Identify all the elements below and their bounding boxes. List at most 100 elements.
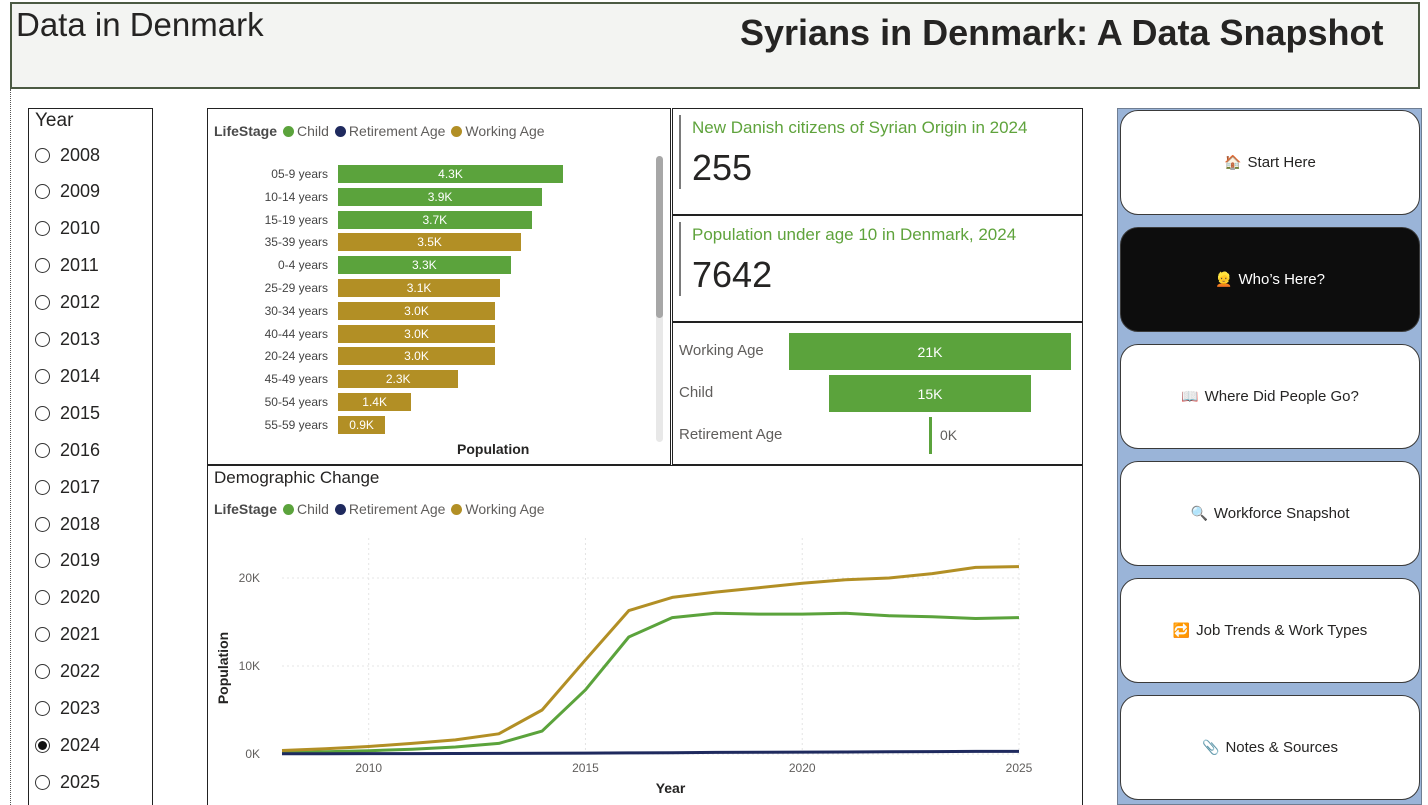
x-tick-label: 2025 — [1006, 761, 1033, 775]
bar-20-24-years[interactable]: 3.0K — [338, 347, 495, 366]
radio-button[interactable] — [35, 368, 50, 384]
year-option-2018[interactable]: 2018 — [35, 511, 100, 537]
kpi-value: 255 — [692, 147, 753, 188]
legend-dot-retirement — [334, 503, 346, 515]
line-chart-plot: 0K 10K 20K 2010 2015 2020 2025 Year Population — [215, 538, 1033, 796]
x-axis-title: Year — [656, 780, 686, 796]
year-label: 2012 — [60, 292, 101, 313]
house-icon: 🏠 — [1224, 154, 1242, 170]
legend-item-working[interactable]: Working Age — [451, 501, 545, 517]
radio-button[interactable] — [35, 737, 50, 753]
line-chart-title: Demographic Change — [214, 468, 380, 487]
year-option-2024[interactable]: 2024 — [35, 732, 100, 758]
bar-45-49-years[interactable]: 2.3K — [338, 370, 459, 389]
bar-category-label: 0-4 years — [277, 258, 328, 273]
legend-label: Retirement Age — [348, 501, 446, 517]
radio-button[interactable] — [35, 258, 50, 274]
bar-x-axis-title: Population — [457, 441, 530, 457]
series-line-working-age — [281, 565, 1020, 752]
radio-button[interactable] — [35, 553, 50, 569]
bar-25-29-years[interactable]: 3.1K — [338, 279, 501, 297]
bar-15-19-years[interactable]: 3.7K — [338, 210, 532, 229]
radio-button[interactable] — [35, 664, 50, 680]
scrollbar-thumb[interactable] — [656, 156, 663, 318]
year-option-2016[interactable]: 2016 — [35, 437, 100, 463]
legend-item-retirement[interactable]: Retirement Age — [334, 123, 445, 139]
radio-button[interactable] — [35, 774, 50, 790]
bar-55-59-years[interactable]: 0.9K — [338, 415, 386, 434]
radio-button[interactable] — [35, 627, 50, 643]
year-option-2010[interactable]: 2010 — [35, 216, 100, 242]
radio-button[interactable] — [35, 405, 50, 421]
year-option-2019[interactable]: 2019 — [35, 548, 100, 574]
nav-button-start-here[interactable]: 🏠 Start Here — [1120, 110, 1420, 215]
year-option-2015[interactable]: 2015 — [35, 400, 100, 426]
year-option-2013[interactable]: 2013 — [35, 327, 100, 353]
radio-button[interactable] — [35, 332, 50, 347]
year-option-2011[interactable]: 2011 — [35, 253, 99, 279]
funnel-category-label: Retirement Age — [679, 426, 783, 443]
kpi-title: New Danish citizens of Syrian Origin in … — [692, 118, 1028, 137]
bar-category-label: 20-24 years — [264, 349, 328, 364]
funnel-category-label: Working Age — [679, 342, 764, 359]
year-option-2021[interactable]: 2021 — [35, 622, 100, 648]
nav-button-workforce-snapshot[interactable]: 🔍 Workforce Snapshot — [1120, 461, 1420, 566]
y-tick-label: 10K — [239, 659, 260, 673]
nav-button-job-trends-work-types[interactable]: 🔁 Job Trends & Work Types — [1120, 578, 1420, 683]
year-option-2008[interactable]: 2008 — [35, 142, 100, 168]
nav-button-notes-sources[interactable]: 📎 Notes & Sources — [1120, 695, 1420, 800]
year-option-2009[interactable]: 2009 — [35, 179, 100, 205]
legend-item-child[interactable]: Child — [283, 123, 329, 139]
radio-button[interactable] — [35, 442, 50, 458]
magnifier-icon: 🔍 — [1190, 505, 1208, 521]
nav-button-where-did-people-go[interactable]: 📖 Where Did People Go? — [1120, 344, 1420, 449]
funnel-bar-working-age[interactable]: 21K — [789, 333, 1071, 370]
radio-button[interactable] — [35, 295, 50, 311]
navigation-panel — [1117, 108, 1422, 805]
year-option-2022[interactable]: 2022 — [35, 659, 100, 685]
bar-30-34-years[interactable]: 3.0K — [338, 301, 495, 320]
bar-50-54-years[interactable]: 1.4K — [338, 393, 412, 411]
year-option-2023[interactable]: 2023 — [35, 696, 100, 722]
radio-button[interactable] — [35, 516, 50, 532]
radio-button[interactable] — [35, 184, 50, 200]
year-label: 2017 — [60, 476, 101, 497]
radio-button[interactable] — [35, 479, 50, 495]
legend-item-child[interactable]: Child — [283, 501, 329, 517]
nav-button-label: Where Did People Go? — [1204, 388, 1359, 405]
bar-05-9-years[interactable]: 4.3K — [338, 165, 563, 183]
year-label: 2023 — [60, 698, 101, 718]
year-option-2020[interactable]: 2020 — [35, 585, 100, 611]
year-label: 2025 — [60, 771, 101, 792]
bar-35-39-years[interactable]: 3.5K — [338, 233, 522, 252]
nav-button-label: Notes & Sources — [1225, 739, 1338, 756]
bar-10-14-years[interactable]: 3.9K — [338, 187, 543, 206]
x-tick-label: 2020 — [789, 761, 816, 775]
year-option-2025[interactable]: 2025 — [35, 769, 100, 795]
legend-item-working[interactable]: Working Age — [451, 123, 545, 139]
radio-button[interactable] — [35, 221, 50, 237]
legend-item-retirement[interactable]: Retirement Age — [334, 501, 446, 517]
radio-button[interactable] — [35, 147, 50, 163]
bar-0-4-years[interactable]: 3.3K — [338, 256, 511, 275]
app-title: Data in Denmark — [16, 6, 264, 43]
repeat-icon: 🔁 — [1172, 622, 1191, 638]
radio-button[interactable] — [35, 590, 50, 606]
kpi-accent-bar — [679, 115, 681, 189]
year-option-2017[interactable]: 2017 — [35, 474, 100, 500]
book-icon: 📖 — [1181, 388, 1199, 404]
bar-40-44-years[interactable]: 3.0K — [338, 324, 495, 343]
funnel-bar-child[interactable]: 15K — [829, 375, 1031, 412]
year-option-2012[interactable]: 2012 — [35, 290, 100, 316]
year-option-2014[interactable]: 2014 — [35, 363, 100, 389]
year-label: 2016 — [60, 439, 101, 460]
y-tick-label: 0K — [245, 747, 260, 761]
radio-button[interactable] — [35, 701, 50, 716]
nav-button-who-s-here[interactable]: 👱 Who’s Here? — [1120, 227, 1420, 332]
funnel-bar-retirement-age[interactable] — [928, 417, 932, 454]
year-label: 2024 — [60, 734, 101, 755]
bar-category-label: 10-14 years — [264, 189, 328, 204]
bar-category-label: 55-59 years — [264, 417, 328, 432]
nav-button-label: Start Here — [1247, 154, 1316, 171]
page-header — [10, 2, 1420, 89]
